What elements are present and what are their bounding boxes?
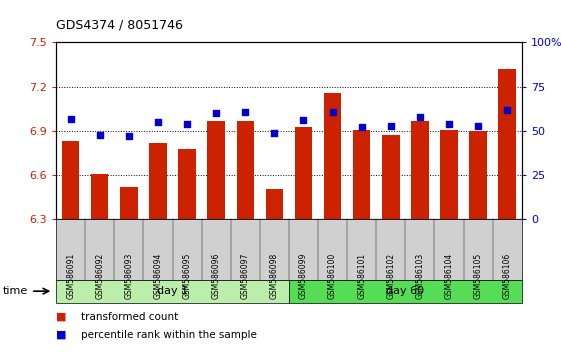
Text: GSM586103: GSM586103 [415, 253, 424, 299]
Bar [266, 188, 283, 219]
Point [182, 121, 191, 127]
Point [503, 107, 512, 113]
Bar [498, 69, 516, 219]
Bar [62, 141, 80, 219]
Point [95, 132, 104, 137]
Point [473, 123, 482, 129]
Text: GSM586091: GSM586091 [66, 253, 75, 299]
Bar [295, 126, 312, 219]
Text: ■: ■ [56, 312, 67, 322]
Text: GSM586093: GSM586093 [125, 253, 134, 299]
Text: GSM586095: GSM586095 [182, 253, 191, 299]
Point [270, 130, 279, 136]
Bar [353, 130, 370, 219]
Text: GSM586099: GSM586099 [299, 253, 308, 299]
Point [357, 125, 366, 130]
Bar [324, 93, 341, 219]
Point [154, 119, 163, 125]
Point [444, 121, 453, 127]
Point [299, 118, 308, 123]
Text: GSM586101: GSM586101 [357, 253, 366, 299]
Text: GSM586094: GSM586094 [154, 253, 163, 299]
Text: ■: ■ [56, 330, 67, 339]
Text: time: time [3, 286, 28, 296]
Text: transformed count: transformed count [81, 312, 178, 322]
Text: day 1: day 1 [157, 286, 188, 296]
Text: GSM586106: GSM586106 [503, 253, 512, 299]
Bar [237, 121, 254, 219]
Point [387, 123, 396, 129]
Point [415, 114, 424, 120]
Text: GSM586102: GSM586102 [387, 253, 396, 299]
Text: day 60: day 60 [387, 286, 424, 296]
Bar [440, 130, 458, 219]
Text: GDS4374 / 8051746: GDS4374 / 8051746 [56, 19, 183, 32]
Text: GSM586098: GSM586098 [270, 253, 279, 299]
Point [241, 109, 250, 114]
Bar [91, 174, 108, 219]
Bar [208, 121, 225, 219]
Point [211, 110, 220, 116]
Bar [120, 187, 137, 219]
Text: GSM586097: GSM586097 [241, 253, 250, 299]
Bar [411, 121, 429, 219]
Text: GSM586104: GSM586104 [444, 253, 453, 299]
Bar [178, 149, 196, 219]
Text: GSM586092: GSM586092 [95, 253, 104, 299]
Text: GSM586105: GSM586105 [473, 253, 482, 299]
Point [328, 109, 337, 114]
Point [66, 116, 75, 121]
Text: GSM586096: GSM586096 [211, 253, 220, 299]
Text: percentile rank within the sample: percentile rank within the sample [81, 330, 257, 339]
Bar [470, 131, 487, 219]
Point [125, 133, 134, 139]
Bar [382, 135, 399, 219]
Text: GSM586100: GSM586100 [328, 253, 337, 299]
Bar [149, 143, 167, 219]
